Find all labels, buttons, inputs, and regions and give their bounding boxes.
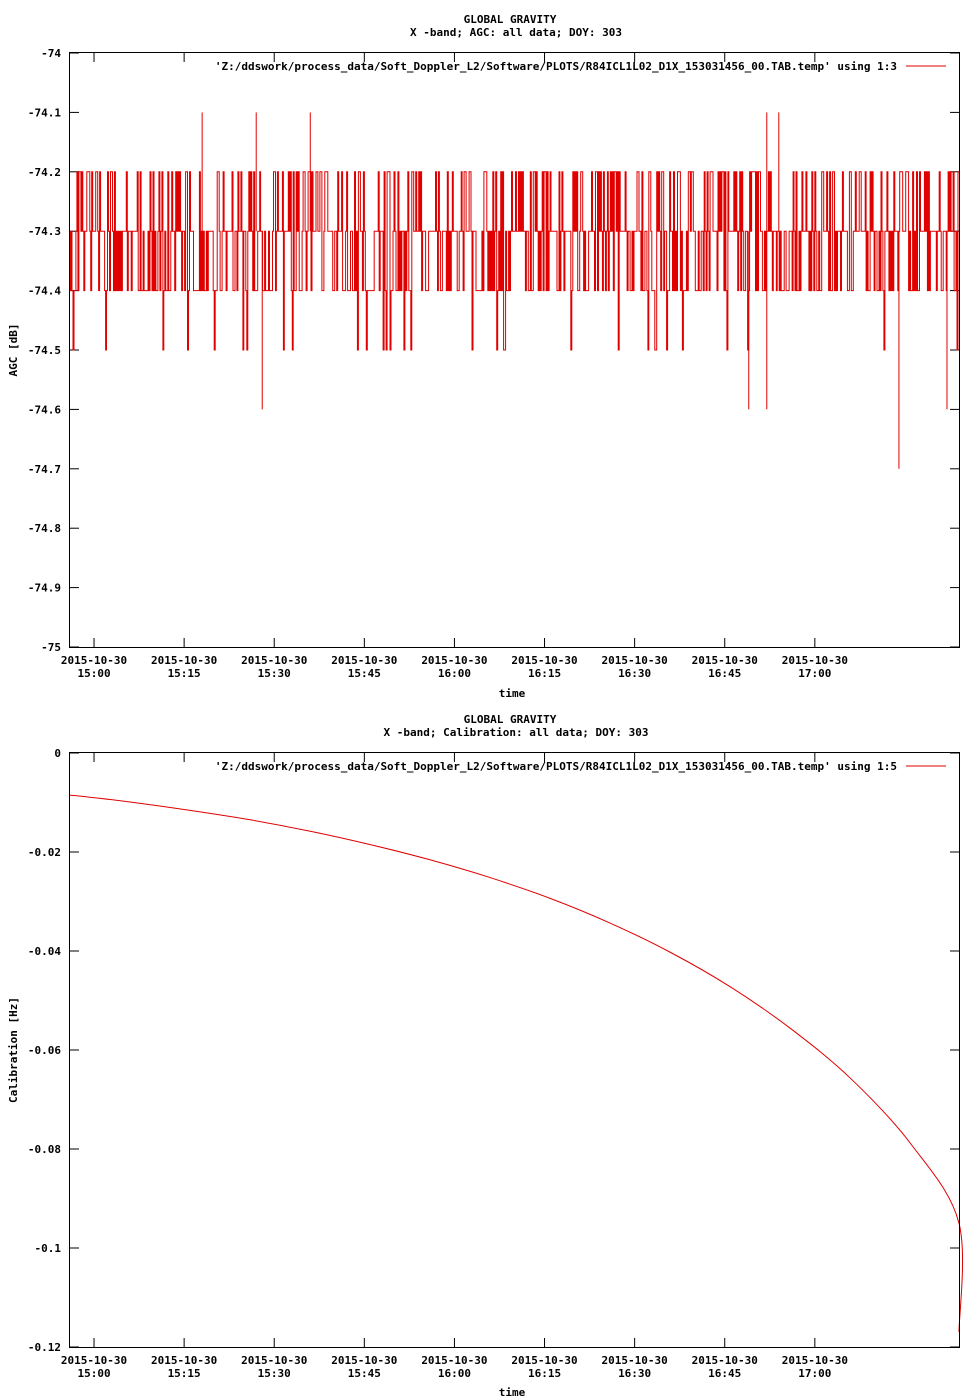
ytick-label: -0.04 — [28, 945, 61, 958]
xtick-time-label: 16:30 — [618, 667, 651, 680]
agc-chart-legend: 'Z:/ddswork/process_data/Soft_Doppler_L2… — [215, 60, 897, 73]
xtick-date-label: 2015-10-30 — [511, 1354, 577, 1367]
ytick-label: -74 — [41, 47, 61, 60]
calibration-chart-subtitle: X -band; Calibration: all data; DOY: 303 — [384, 726, 649, 739]
calibration-chart-title: GLOBAL GRAVITY — [464, 713, 557, 726]
xtick-date-label: 2015-10-30 — [61, 654, 127, 667]
agc-chart-xlabel: time — [499, 687, 526, 700]
ytick-label: -0.12 — [28, 1341, 61, 1354]
agc-chart-xaxis: 2015-10-3015:002015-10-3015:152015-10-30… — [61, 53, 848, 680]
ytick-label: -74.6 — [28, 403, 61, 416]
agc-chart-subtitle: X -band; AGC: all data; DOY: 303 — [410, 26, 622, 39]
xtick-date-label: 2015-10-30 — [241, 654, 307, 667]
ytick-label: -74.3 — [28, 225, 61, 238]
xtick-date-label: 2015-10-30 — [692, 1354, 758, 1367]
calibration-chart-yaxis: 0 -0.02 -0.04 -0.06 -0.08 -0.1 -0.12 — [28, 747, 959, 1354]
xtick-time-label: 16:30 — [618, 1367, 651, 1380]
ytick-label: -74.5 — [28, 344, 61, 357]
calibration-chart: GLOBAL GRAVITY X -band; Calibration: all… — [7, 713, 964, 1399]
calibration-series-line — [69, 794, 964, 1333]
xtick-time-label: 17:00 — [798, 1367, 831, 1380]
xtick-date-label: 2015-10-30 — [692, 654, 758, 667]
ytick-label: -74.1 — [28, 106, 61, 119]
ytick-label: -74.9 — [28, 582, 61, 595]
xtick-date-label: 2015-10-30 — [511, 654, 577, 667]
calibration-chart-series — [69, 794, 964, 1333]
xtick-time-label: 16:45 — [708, 667, 741, 680]
xtick-time-label: 16:00 — [438, 1367, 471, 1380]
xtick-time-label: 16:00 — [438, 667, 471, 680]
ytick-label: -0.02 — [28, 846, 61, 859]
xtick-time-label: 15:15 — [168, 667, 201, 680]
calibration-chart-xaxis: 2015-10-3015:002015-10-3015:152015-10-30… — [61, 753, 848, 1380]
xtick-date-label: 2015-10-30 — [331, 1354, 397, 1367]
xtick-time-label: 15:30 — [258, 1367, 291, 1380]
xtick-date-label: 2015-10-30 — [421, 654, 487, 667]
ytick-label: -0.08 — [28, 1143, 61, 1156]
xtick-date-label: 2015-10-30 — [241, 1354, 307, 1367]
agc-chart: GLOBAL GRAVITY X -band; AGC: all data; D… — [7, 13, 960, 700]
xtick-time-label: 16:15 — [528, 1367, 561, 1380]
xtick-time-label: 17:00 — [798, 667, 831, 680]
xtick-date-label: 2015-10-30 — [602, 654, 668, 667]
agc-chart-series — [69, 112, 959, 469]
agc-chart-frame — [69, 52, 960, 648]
xtick-time-label: 15:00 — [77, 667, 110, 680]
ytick-label: -0.06 — [28, 1044, 61, 1057]
xtick-time-label: 16:45 — [708, 1367, 741, 1380]
calibration-chart-legend: 'Z:/ddswork/process_data/Soft_Doppler_L2… — [215, 760, 897, 773]
ytick-label: -74.4 — [28, 285, 61, 298]
xtick-date-label: 2015-10-30 — [421, 1354, 487, 1367]
calibration-chart-ylabel: Calibration [Hz] — [7, 997, 20, 1103]
xtick-date-label: 2015-10-30 — [782, 1354, 848, 1367]
xtick-time-label: 15:15 — [168, 1367, 201, 1380]
xtick-time-label: 15:00 — [77, 1367, 110, 1380]
xtick-date-label: 2015-10-30 — [782, 654, 848, 667]
xtick-date-label: 2015-10-30 — [151, 1354, 217, 1367]
ytick-label: -74.7 — [28, 463, 61, 476]
ytick-label: -75 — [41, 641, 61, 654]
agc-chart-ylabel: AGC [dB] — [7, 324, 20, 377]
agc-series-line — [69, 171, 959, 351]
ytick-label: -74.2 — [28, 166, 61, 179]
xtick-time-label: 15:30 — [258, 667, 291, 680]
xtick-date-label: 2015-10-30 — [151, 654, 217, 667]
xtick-time-label: 15:45 — [348, 1367, 381, 1380]
xtick-time-label: 16:15 — [528, 667, 561, 680]
xtick-date-label: 2015-10-30 — [331, 654, 397, 667]
agc-chart-yaxis: -74 -74.1 -74.2 -74.3 -74.4 -74.5 -74.6 -74.7 -7… — [28, 47, 959, 654]
ytick-label: -74.8 — [28, 522, 61, 535]
xtick-date-label: 2015-10-30 — [61, 1354, 127, 1367]
xtick-time-label: 15:45 — [348, 667, 381, 680]
agc-chart-title: GLOBAL GRAVITY — [464, 13, 557, 26]
xtick-date-label: 2015-10-30 — [602, 1354, 668, 1367]
ytick-label: -0.1 — [35, 1242, 62, 1255]
calibration-chart-frame — [69, 752, 960, 1348]
calibration-chart-xlabel: time — [499, 1386, 526, 1399]
ytick-label: 0 — [54, 747, 61, 760]
